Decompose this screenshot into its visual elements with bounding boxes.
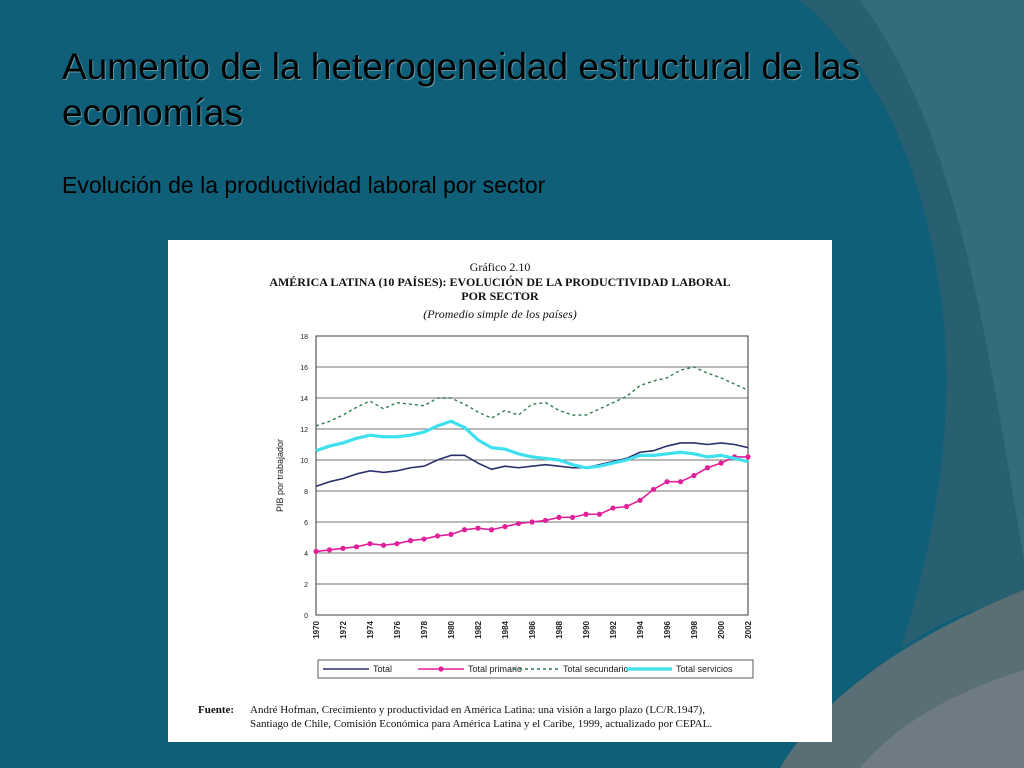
- x-tick-label: 1970: [312, 620, 321, 638]
- y-tick-label: 16: [300, 365, 308, 372]
- x-tick-label: 1998: [690, 620, 699, 638]
- data-point-primario: [367, 541, 373, 547]
- x-tick-label: 1990: [582, 620, 591, 638]
- x-tick-label: 1996: [663, 620, 672, 638]
- y-tick-label: 6: [304, 520, 308, 527]
- legend-label: Total primario: [468, 664, 522, 674]
- data-point-primario: [623, 503, 630, 510]
- x-tick-label: 1980: [447, 620, 456, 638]
- data-point-primario: [434, 533, 441, 539]
- legend-marker-primario: [438, 666, 444, 672]
- legend-label: Total: [373, 664, 392, 674]
- x-tick-label: 1974: [366, 620, 375, 638]
- x-tick-label: 2000: [717, 620, 726, 638]
- data-point-primario: [664, 479, 670, 485]
- data-point-primario: [326, 547, 333, 553]
- x-tick-label: 2002: [744, 620, 753, 638]
- data-point-primario: [313, 548, 319, 555]
- y-tick-label: 8: [304, 489, 308, 496]
- data-point-primario: [394, 541, 400, 547]
- data-point-primario: [542, 517, 549, 524]
- data-point-primario: [583, 511, 589, 517]
- y-tick-label: 2: [304, 582, 308, 589]
- figure-title: AMÉRICA LATINA (10 PAÍSES): EVOLUCIÓN DE…: [188, 275, 812, 303]
- source-label-text: Fuente: [198, 704, 231, 716]
- data-point-primario: [407, 538, 414, 544]
- x-tick-label: 1988: [555, 620, 564, 638]
- data-point-primario: [569, 514, 576, 520]
- data-point-primario: [340, 545, 346, 551]
- series-line-secundario: [315, 366, 749, 427]
- data-point-primario: [353, 544, 360, 550]
- data-point-primario: [718, 460, 724, 466]
- figure-title-line1: AMÉRICA LATINA (10 PAÍSES): EVOLUCIÓN DE…: [269, 275, 731, 289]
- y-tick-label: 0: [304, 613, 308, 620]
- series-line-servicios: [315, 419, 749, 470]
- source-line1: André Hofman, Crecimiento y productivida…: [250, 704, 705, 716]
- figure-title-line2: POR SECTOR: [461, 289, 539, 303]
- data-point-primario: [475, 525, 481, 531]
- data-point-primario: [488, 527, 495, 533]
- x-tick-label: 1978: [420, 620, 429, 638]
- x-tick-label: 1984: [501, 620, 510, 638]
- data-point-primario: [637, 497, 643, 503]
- y-tick-label: 4: [304, 551, 308, 558]
- legend-label: Total secundario: [563, 664, 629, 674]
- plot-area: [315, 335, 749, 616]
- data-point-primario: [556, 514, 562, 520]
- data-point-primario: [529, 519, 535, 525]
- data-point-primario: [704, 465, 711, 471]
- data-point-primario: [610, 505, 616, 511]
- y-tick-label: 10: [300, 458, 308, 465]
- productivity-line-chart: 0 2 4 6 8 10 12 14 16 18 1970 1972 1974 1976 1978 1980 1…: [275, 334, 754, 679]
- x-tick-label: 1992: [609, 620, 618, 638]
- y-tick-label: 12: [300, 427, 308, 434]
- data-point-primario: [596, 511, 603, 517]
- x-tick-label: 1982: [474, 620, 483, 638]
- slide-subtitle: Evolución de la productividad laboral po…: [62, 172, 546, 198]
- figure-source: Fuente: André Hofman, Crecimiento y produ…: [198, 703, 828, 731]
- series-line-total: [315, 442, 749, 488]
- data-point-primario: [502, 524, 508, 530]
- chart-panel: Gráfico 2.10 AMÉRICA LATINA (10 PAÍSES):…: [168, 240, 832, 742]
- data-point-primario: [380, 542, 387, 548]
- x-tick-label: 1994: [636, 620, 645, 638]
- data-point-primario: [691, 472, 697, 479]
- data-point-primario: [745, 454, 751, 460]
- data-point-primario: [515, 520, 522, 527]
- x-tick-label: 1986: [528, 620, 537, 638]
- figure-number: Gráfico 2.10: [469, 260, 531, 274]
- source-label: Fuente:: [198, 704, 235, 716]
- source-line2: Santiago de Chile, Comisión Económica pa…: [250, 718, 713, 730]
- x-tick-label: 1972: [339, 620, 348, 638]
- figure-note: (Promedio simple de los países): [423, 307, 577, 321]
- y-tick-label: 18: [300, 334, 308, 341]
- legend-box: [317, 659, 754, 679]
- series-line-primario: [315, 456, 748, 553]
- legend-label: Total servicios: [676, 664, 733, 674]
- y-tick-label: 14: [300, 396, 308, 403]
- y-axis-label: PIB por trabajador: [275, 439, 285, 512]
- data-point-primario: [677, 479, 684, 485]
- x-tick-label: 1976: [393, 620, 402, 638]
- data-point-primario: [650, 486, 657, 493]
- data-point-primario: [421, 536, 427, 542]
- data-point-primario: [461, 527, 468, 533]
- slide-title: Aumento de la heterogeneidad estructural…: [62, 46, 861, 133]
- data-point-primario: [448, 531, 454, 537]
